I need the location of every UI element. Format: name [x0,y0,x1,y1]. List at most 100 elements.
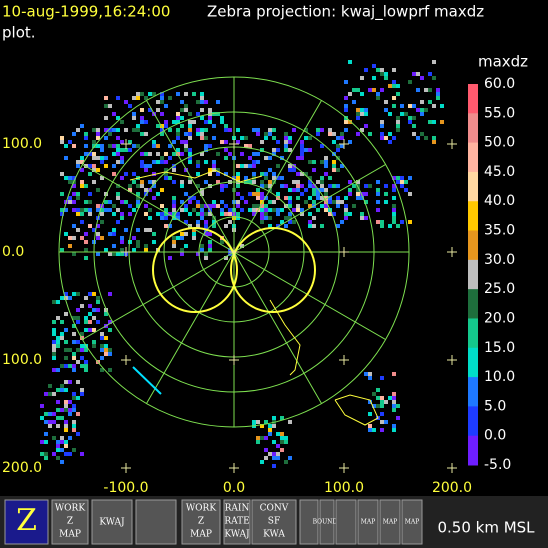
toolbar-button[interactable] [335,499,357,545]
toolbar-button[interactable] [181,499,221,545]
toolbar-button[interactable] [51,499,89,545]
echo-pixel [284,196,288,200]
echo-pixel [148,180,152,184]
echo-pixel [376,180,380,184]
echo-pixel [68,176,72,180]
echo-pixel [228,128,232,132]
echo-pixel [152,240,156,244]
echo-pixel [40,452,44,456]
echo-pixel [104,96,108,100]
toolbar-button[interactable] [401,499,423,545]
echo-pixel [44,452,48,456]
echo-pixel [64,356,68,360]
echo-pixel [376,404,380,408]
echo-pixel [76,396,80,400]
echo-pixel [332,164,336,168]
echo-pixel [124,128,128,132]
echo-pixel [248,192,252,196]
echo-pixel [120,240,124,244]
echo-pixel [388,224,392,228]
toolbar-button-label: BOUNDS [313,519,342,526]
echo-pixel [296,184,300,188]
echo-pixel [260,196,264,200]
echo-pixel [304,188,308,192]
echo-pixel [184,192,188,196]
echo-pixel [392,204,396,208]
echo-pixel [76,164,80,168]
toolbar-button[interactable] [319,499,335,545]
echo-pixel [396,176,400,180]
echo-pixel [132,248,136,252]
echo-pixel [84,200,88,204]
echo-pixel [72,364,76,368]
echo-pixel [64,328,68,332]
echo-pixel [320,184,324,188]
echo-pixel [68,296,72,300]
toolbar-button[interactable] [135,499,177,545]
grid-crosses [121,139,457,473]
echo-pixel [180,232,184,236]
echo-pixel [92,140,96,144]
echo-pixel [52,368,56,372]
toolbar-button[interactable] [299,499,319,545]
echo-pixel [164,172,168,176]
echo-pixel [128,188,132,192]
echo-pixel [164,176,168,180]
echo-pixel [52,412,56,416]
echo-pixel [60,296,64,300]
echo-pixel [156,152,160,156]
toolbar-button-label: WORK [55,504,85,514]
echo-pixel [64,364,68,368]
echo-pixel [328,176,332,180]
toolbar-button[interactable] [223,499,251,545]
echo-pixel [164,124,168,128]
echo-pixel [216,112,220,116]
toolbar-button[interactable] [91,499,133,545]
echo-pixel [64,424,68,428]
echo-pixel [156,100,160,104]
echo-pixel [72,332,76,336]
echo-pixel [356,132,360,136]
echo-pixel [160,212,164,216]
echo-pixel [64,444,68,448]
echo-pixel [148,152,152,156]
echo-pixel [276,140,280,144]
echo-pixel [392,188,396,192]
echo-pixel [280,220,284,224]
echo-pixel [84,248,88,252]
echo-pixel [44,432,48,436]
echo-pixel [272,200,276,204]
echo-pixel [408,120,412,124]
echo-pixel [168,256,172,260]
echo-pixel [348,212,352,216]
colorbar-tick-label: 10.0 [484,369,515,385]
echo-pixel [104,116,108,120]
echo-pixel [196,204,200,208]
echo-pixel [212,136,216,140]
echo-pixel [276,192,280,196]
echo-pixel [64,348,68,352]
echo-pixel [256,152,260,156]
echo-pixel [116,96,120,100]
toolbar-button[interactable] [251,499,297,545]
echo-pixel [220,188,224,192]
toolbar-button[interactable] [4,499,49,545]
echo-pixel [420,108,424,112]
echo-pixel [272,172,276,176]
echo-pixel [376,192,380,196]
toolbar-button-label: Z [198,517,204,527]
echo-pixel [384,72,388,76]
echo-pixel [100,220,104,224]
toolbar-button[interactable] [357,499,379,545]
echo-pixel [140,92,144,96]
toolbar-button-label: Z [16,503,37,538]
echo-pixel [88,192,92,196]
echo-pixel [340,220,344,224]
echo-pixel [236,216,240,220]
toolbar-button[interactable] [379,499,401,545]
echo-pixel [244,136,248,140]
echo-pixel [208,144,212,148]
echo-pixel [308,148,312,152]
echo-pixel [392,372,396,376]
echo-pixel [208,244,212,248]
